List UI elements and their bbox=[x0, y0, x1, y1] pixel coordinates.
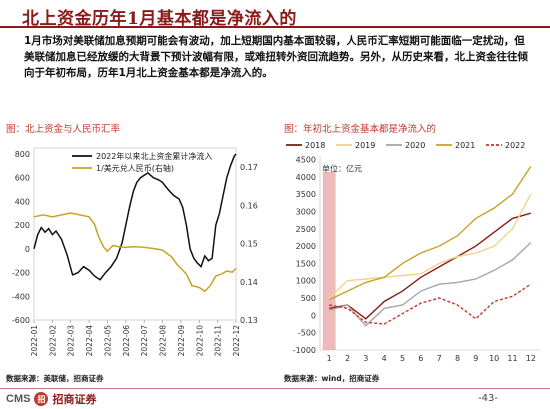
x-tick-label: 1 bbox=[327, 354, 332, 363]
x-tick-label: 2022-11 bbox=[214, 325, 223, 357]
page-title: 北上资金历年1月基本都是净流入的 bbox=[22, 9, 297, 29]
x-tick-label: 2022-09 bbox=[177, 325, 186, 357]
y-right-tick-label: 0.13 bbox=[240, 316, 258, 325]
x-tick-label: 2022-02 bbox=[48, 325, 57, 357]
y-right-tick-label: 0.16 bbox=[240, 201, 258, 210]
y-left-tick-label: -600 bbox=[12, 316, 30, 325]
series-line-1 bbox=[33, 153, 237, 281]
y-left-tick-label: 400 bbox=[15, 197, 30, 206]
legend-label: 2019 bbox=[355, 141, 375, 150]
y-tick-label: 500 bbox=[301, 294, 316, 303]
y-left-tick-label: -200 bbox=[12, 269, 30, 278]
legend-label: 2018 bbox=[305, 141, 325, 150]
x-tick-label: 2022-04 bbox=[85, 325, 94, 357]
left-chart-title: 图：北上资金与人民币汇率 bbox=[6, 124, 121, 135]
y-tick-label: 4500 bbox=[296, 155, 316, 164]
series-line-2018 bbox=[329, 212, 531, 320]
x-tick-label: 2022-01 bbox=[30, 325, 39, 357]
x-tick-label: 2022-08 bbox=[159, 325, 168, 357]
x-tick-label: 6 bbox=[418, 354, 423, 363]
left-chart: -600 -400 -200 0 200 400 600 800 0.13 0.14 0.15 0.1… bbox=[12, 147, 258, 357]
x-tick-label: 8 bbox=[455, 354, 460, 363]
y-left-tick-label: 0 bbox=[25, 245, 30, 254]
y-left-tick-label: 600 bbox=[15, 174, 30, 183]
y-tick-label: 2000 bbox=[296, 242, 316, 251]
legend-label: 2020 bbox=[405, 141, 425, 150]
y-left-tick-label: -400 bbox=[12, 292, 30, 301]
brand-name: 招商证券 bbox=[52, 393, 97, 406]
series-line-2020 bbox=[329, 242, 532, 327]
x-tick-label: 3 bbox=[363, 354, 368, 363]
y-tick-label: 3500 bbox=[296, 190, 316, 199]
legend-label: 2021 bbox=[455, 141, 475, 150]
footer-divider bbox=[0, 388, 550, 389]
y-right-tick-label: 0.15 bbox=[240, 240, 258, 249]
x-tick-label: 2022-03 bbox=[67, 325, 76, 357]
x-tick-label: 2022-10 bbox=[195, 325, 204, 357]
legend-label: 1/美元兑人民币(右轴) bbox=[96, 163, 174, 173]
y-tick-label: 1000 bbox=[296, 277, 316, 286]
logo-text: CMS bbox=[6, 393, 31, 405]
body-paragraph: 1月市场对美联储加息预期可能会有波动，加上短期国内基本面较弱，人民币汇率短期可能… bbox=[24, 35, 528, 79]
x-tick-label: 2022-07 bbox=[140, 325, 149, 357]
legend-label: 2022 bbox=[505, 141, 525, 150]
x-tick-label: 2022-05 bbox=[103, 325, 112, 357]
plot-frame bbox=[33, 147, 237, 321]
unit-label: 单位：亿元 bbox=[322, 164, 362, 174]
x-tick-label: 11 bbox=[507, 354, 517, 363]
x-tick-label: 2022-12 bbox=[232, 325, 241, 357]
x-tick-label: 10 bbox=[489, 354, 499, 363]
y-right-tick-label: 0.14 bbox=[240, 278, 258, 287]
y-tick-label: 4000 bbox=[296, 173, 316, 182]
y-tick-label: 0 bbox=[311, 311, 316, 320]
month-1-highlight-band bbox=[322, 172, 336, 350]
y-tick-label: 2500 bbox=[296, 225, 316, 234]
right-chart-source: 数据来源：wind，招商证券 bbox=[284, 374, 380, 383]
right-chart: -1000 -500 0 500 1000 1500 2000 2500 3000 3500 400… bbox=[286, 141, 540, 363]
x-tick-label: 2022-06 bbox=[122, 325, 131, 357]
series-line-2 bbox=[33, 212, 237, 293]
x-tick-label: 7 bbox=[437, 354, 442, 363]
y-left-tick-label: 200 bbox=[15, 221, 30, 230]
x-tick-label: 4 bbox=[382, 354, 387, 363]
x-tick-label: 9 bbox=[473, 354, 478, 363]
brand-logo: CMS 招 招商证券 bbox=[6, 391, 96, 407]
y-tick-label: 3000 bbox=[296, 207, 316, 216]
y-tick-label: -500 bbox=[298, 329, 316, 338]
right-chart-title: 图：年初北上资金基本都是净流入的 bbox=[284, 124, 437, 135]
logo-seal: 招 bbox=[34, 392, 49, 406]
y-tick-label: -1000 bbox=[293, 346, 316, 355]
y-tick-label: 1500 bbox=[296, 259, 316, 268]
legend-label: 2022年以来北上资金累计净流入 bbox=[96, 151, 212, 161]
x-tick-label: 12 bbox=[526, 354, 536, 363]
title-underline bbox=[0, 26, 550, 28]
series-line-2021 bbox=[328, 166, 532, 301]
series-line-2022 bbox=[329, 283, 532, 325]
left-chart-source: 数据来源：美联储，招商证券 bbox=[6, 374, 104, 383]
x-tick-label: 2 bbox=[345, 354, 350, 363]
y-right-tick-label: 0.17 bbox=[240, 163, 258, 172]
series-line-2019 bbox=[328, 193, 532, 299]
x-tick-label: 5 bbox=[400, 354, 405, 363]
page-number: -43- bbox=[478, 393, 498, 404]
y-left-tick-label: 800 bbox=[15, 150, 30, 159]
